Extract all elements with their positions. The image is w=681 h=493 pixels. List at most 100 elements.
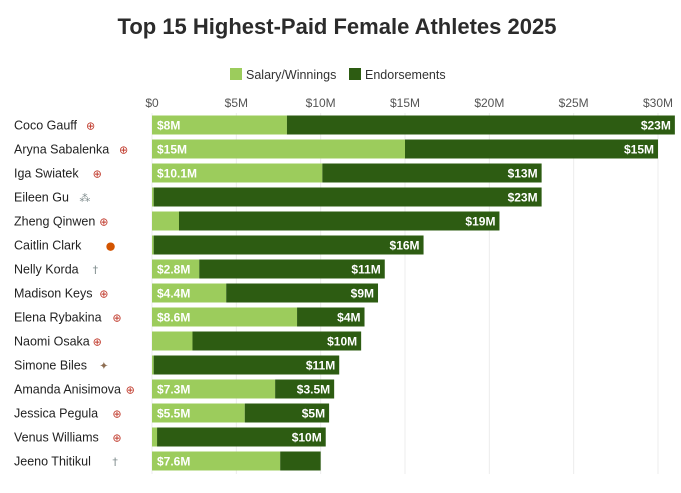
bar-row: Aryna Sabalenka ⊕ $15M $15M [14, 139, 658, 159]
bar-endorsements [286, 115, 675, 135]
endorsement-value-label: $9M [351, 287, 374, 301]
legend-label-salary: Salary/Winnings [246, 68, 336, 82]
bar-endorsements [153, 235, 424, 255]
bar-endorsements [153, 355, 340, 375]
bar-row: Jeeno Thitikul † $7.6M [14, 451, 321, 471]
category-label: Coco Gauff [14, 119, 78, 133]
bar-row: Madison Keys ⊕ $4.4M $9M [14, 283, 379, 303]
bar-endorsements [178, 211, 500, 231]
bar-salary [152, 235, 154, 255]
category-label: Simone Biles [14, 359, 87, 373]
bar-salary [152, 187, 154, 207]
tennis-icon: ⊕ [112, 408, 121, 421]
bar-salary [152, 307, 298, 327]
ski-icon: ⁂ [79, 192, 90, 205]
bar-row: Venus Williams ⊕ $10M [14, 427, 326, 447]
x-axis: $0 $5M $10M $15M $20M $25M $30M [145, 96, 673, 110]
bar-salary [152, 451, 281, 471]
salary-value-label: $8M [157, 119, 180, 133]
salary-value-label: $10.1M [157, 167, 197, 181]
bar-endorsements [153, 187, 542, 207]
salary-value-label: $4.4M [157, 287, 190, 301]
endorsement-value-label: $3.5M [297, 383, 330, 397]
endorsement-value-label: $11M [351, 263, 380, 277]
chart-title: Top 15 Highest-Paid Female Athletes 2025 [118, 14, 557, 39]
endorsement-value-label: $16M [390, 239, 420, 253]
category-label: Venus Williams [14, 431, 99, 445]
bar-row: Eileen Gu ⁂ $23M [14, 187, 542, 207]
category-label: Naomi Osaka [14, 335, 90, 349]
category-label: Elena Rybakina [14, 311, 102, 325]
legend-label-endorsements: Endorsements [365, 68, 446, 82]
bar-row: Amanda Anisimova ⊕ $7.3M $3.5M [14, 379, 335, 399]
bar-endorsements [405, 139, 658, 159]
tennis-icon: ⊕ [112, 312, 121, 325]
bar-endorsements [199, 259, 385, 279]
endorsement-value-label: $15M [624, 143, 654, 157]
category-label: Madison Keys [14, 287, 93, 301]
bar-salary [152, 259, 200, 279]
endorsement-value-label: $4M [337, 311, 360, 325]
bar-salary [152, 427, 158, 447]
category-label: Amanda Anisimova [14, 383, 121, 397]
endorsement-value-label: $11M [306, 359, 335, 373]
bar-row: Naomi Osaka ⊕ $10M [14, 331, 362, 351]
bar-row: Zheng Qinwen ⊕ $19M [14, 211, 500, 231]
endorsement-value-label: $19M [465, 215, 495, 229]
bar-salary [152, 139, 405, 159]
bar-salary [152, 211, 179, 231]
x-tick-label: $10M [306, 96, 336, 110]
salary-value-label: $7.3M [157, 383, 190, 397]
bar-salary [152, 163, 323, 183]
bar-endorsements [244, 403, 330, 423]
bar-salary [152, 115, 287, 135]
bar-salary [152, 331, 193, 351]
bar-salary [152, 379, 276, 399]
legend-swatch-endorsements [349, 68, 361, 80]
endorsement-value-label: $13M [508, 167, 538, 181]
x-tick-label: $15M [390, 96, 420, 110]
endorsement-value-label: $10M [327, 335, 357, 349]
bar-salary [152, 355, 154, 375]
category-label: Eileen Gu [14, 191, 69, 205]
bar-row: Caitlin Clark ● $16M [14, 235, 424, 255]
category-label: Caitlin Clark [14, 239, 82, 253]
bar-row: Nelly Korda † $2.8M $11M [14, 259, 385, 279]
salary-value-label: $2.8M [157, 263, 190, 277]
bar-row: Simone Biles ✦ $11M [14, 355, 340, 375]
endorsement-value-label: $23M [508, 191, 538, 205]
bar-row: Coco Gauff ⊕ $8M $23M [14, 115, 675, 135]
tennis-icon: ⊕ [99, 288, 108, 301]
x-tick-label: $5M [225, 96, 248, 110]
endorsement-value-label: $10M [292, 431, 322, 445]
bar-endorsements [297, 307, 365, 327]
category-label: Aryna Sabalenka [14, 143, 109, 157]
tennis-icon: ⊕ [93, 168, 102, 181]
bar-endorsements [157, 427, 326, 447]
golf-icon: † [93, 264, 99, 277]
category-label: Nelly Korda [14, 263, 79, 277]
bar-endorsements [275, 379, 335, 399]
bar-endorsements [280, 451, 321, 471]
category-label: Jessica Pegula [14, 407, 98, 421]
bar-endorsements [322, 163, 542, 183]
bar-row: Jessica Pegula ⊕ $5.5M $5M [14, 403, 330, 423]
bar-endorsements [226, 283, 379, 303]
tennis-icon: ⊕ [86, 120, 95, 133]
bar-rows: Coco Gauff ⊕ $8M $23M Aryna Sabalenka ⊕ $15M $1… [14, 115, 675, 471]
bar-endorsements [192, 331, 362, 351]
golf-icon: † [112, 456, 118, 469]
tennis-icon: ⊕ [93, 336, 102, 349]
tennis-icon: ⊕ [119, 144, 128, 157]
salary-value-label: $7.6M [157, 455, 190, 469]
x-tick-label: $30M [643, 96, 673, 110]
gymnastics-icon: ✦ [99, 360, 108, 373]
basketball-icon: ● [106, 240, 116, 253]
x-tick-label: $20M [474, 96, 504, 110]
salary-value-label: $15M [157, 143, 187, 157]
x-tick-label: $25M [559, 96, 589, 110]
category-label: Jeeno Thitikul [14, 455, 91, 469]
bar-row: Iga Swiatek ⊕ $10.1M $13M [14, 163, 542, 183]
endorsement-value-label: $5M [302, 407, 325, 421]
